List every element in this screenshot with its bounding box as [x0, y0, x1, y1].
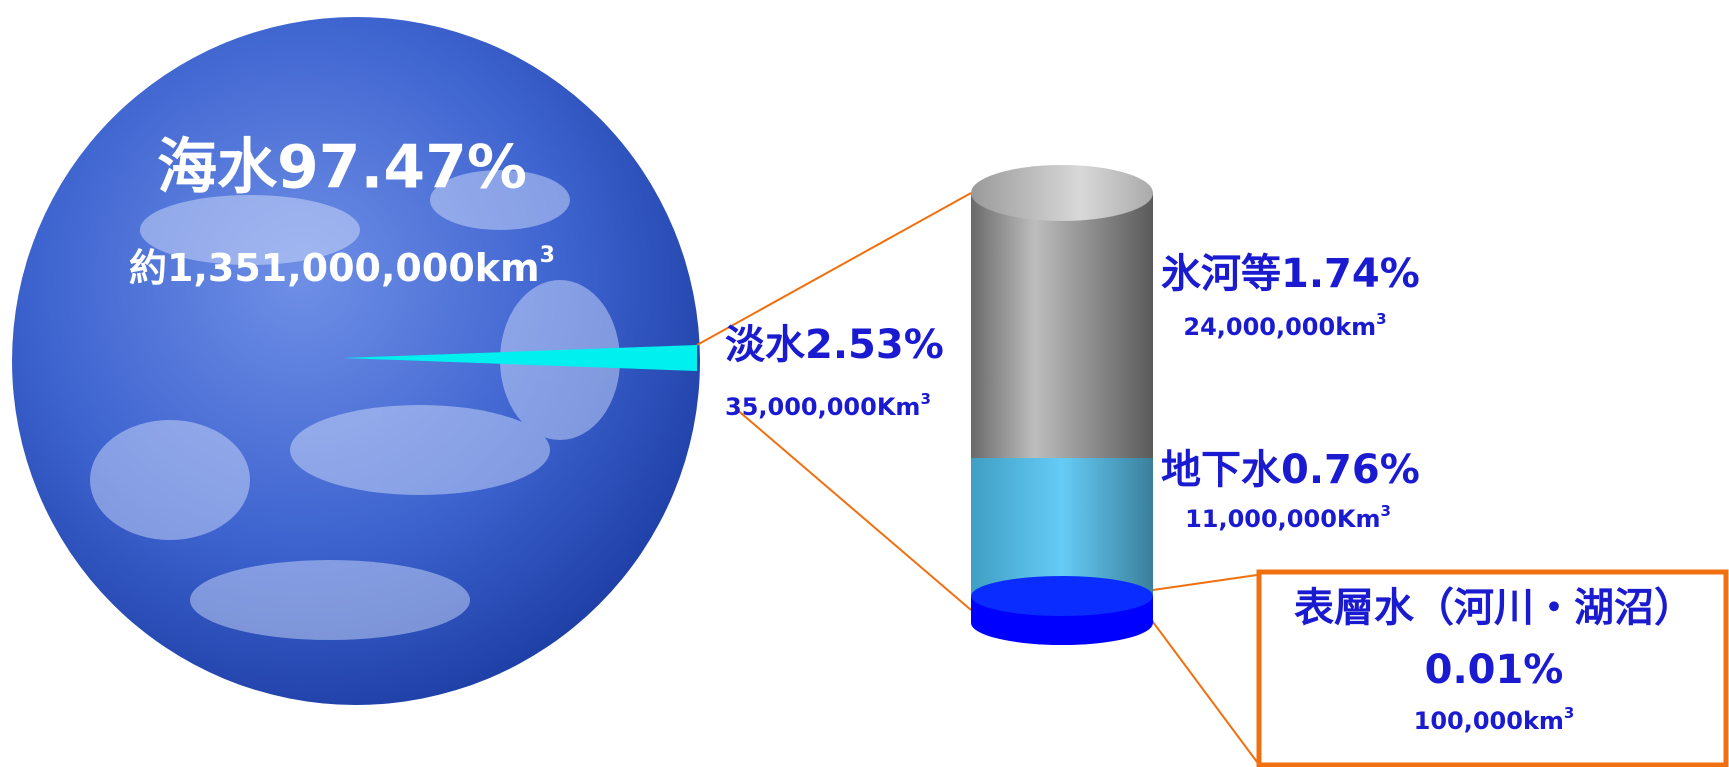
surface-volume: 100,000km3	[1414, 704, 1575, 736]
freshwater-volume: 35,000,000Km3	[725, 390, 931, 422]
freshwater-wedge	[342, 345, 697, 371]
groundwater-volume: 11,000,000Km3	[1185, 502, 1391, 534]
glacier-volume: 24,000,000km3	[1183, 310, 1386, 342]
surface-label: 表層水（河川・湖沼）	[1294, 585, 1694, 631]
surface-box	[1256, 569, 1729, 767]
earth	[12, 17, 700, 705]
seawater-volume: 約1,351,000,000km3	[129, 243, 555, 290]
connector-lines	[696, 192, 1258, 763]
freshwater-label: 淡水2.53%	[725, 322, 944, 368]
surface-percent: 0.01%	[1425, 647, 1564, 693]
glacier-label: 氷河等1.74%	[1161, 251, 1420, 297]
cylinder	[971, 165, 1153, 645]
seawater-label: 海水97.47%	[157, 133, 527, 203]
groundwater-label: 地下水0.76%	[1161, 447, 1420, 493]
